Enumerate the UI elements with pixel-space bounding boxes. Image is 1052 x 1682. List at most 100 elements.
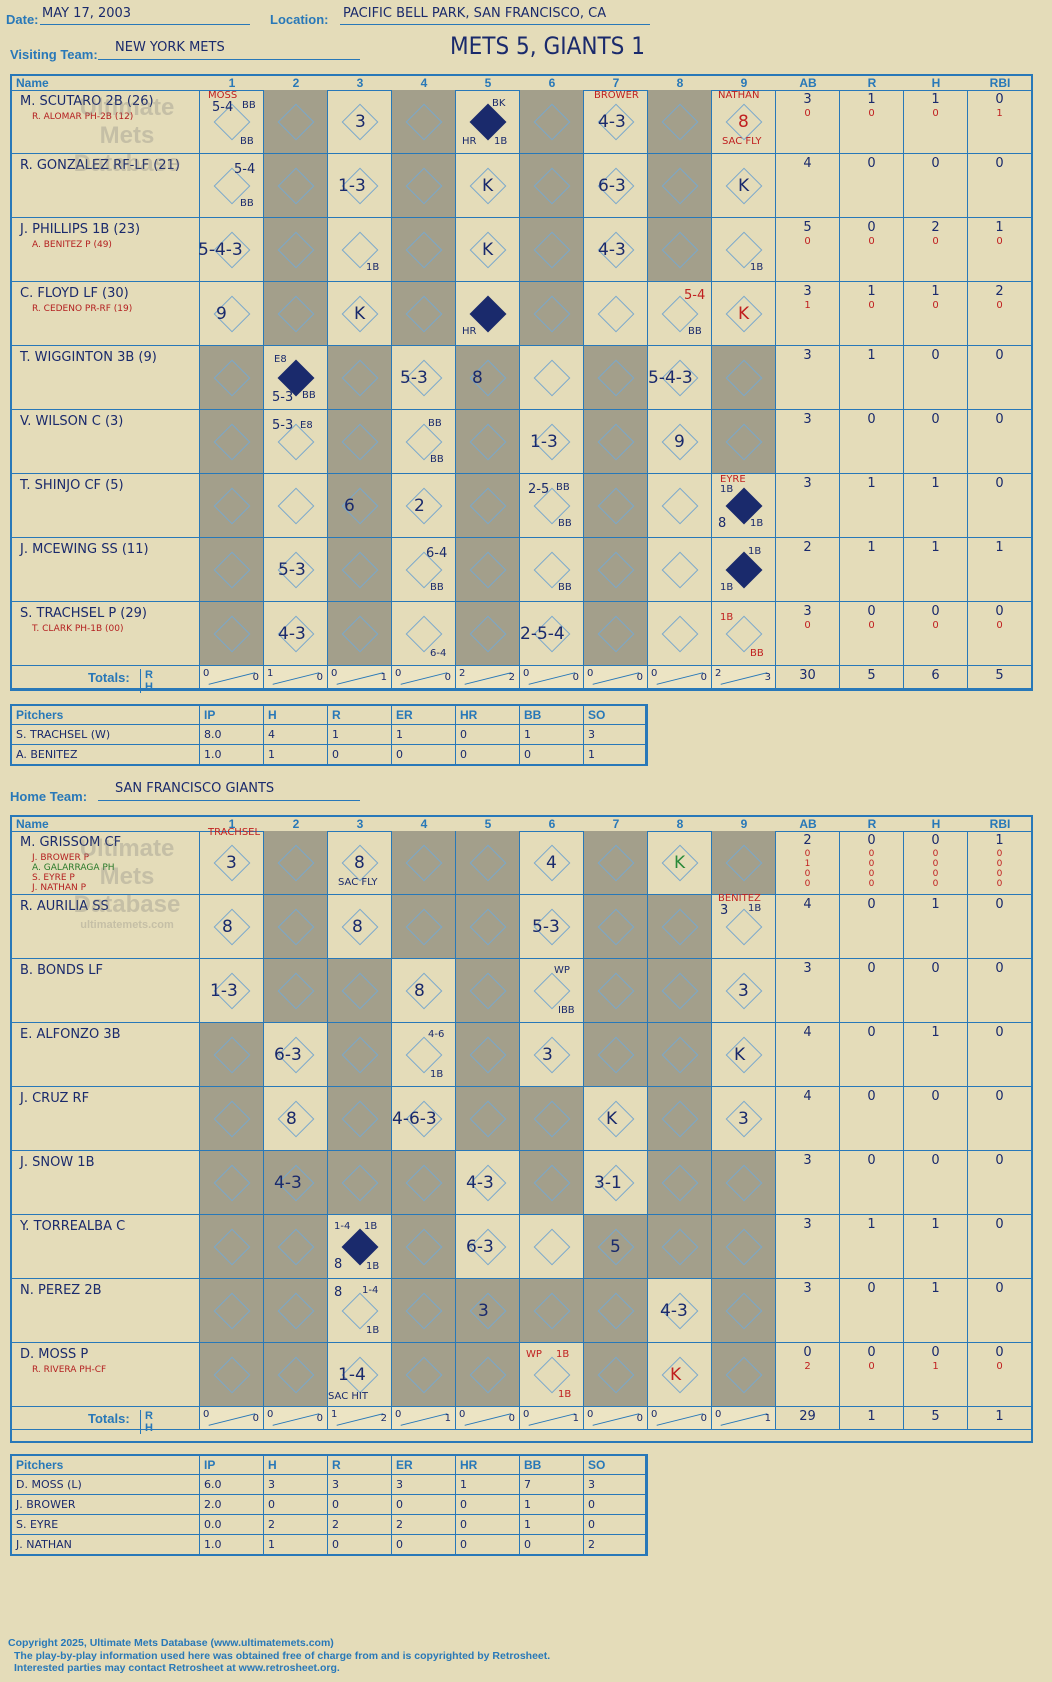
base-diamond [277, 231, 315, 269]
pitcher-header-r: R [332, 708, 341, 722]
stat-total-cell: 1 [840, 1407, 904, 1430]
stat-cell-ab: 4 [776, 895, 840, 959]
play-notation: 1B [494, 136, 508, 147]
stat-cell-ab: 3 [776, 474, 840, 538]
pitcher-stat: 1.0 [204, 748, 222, 761]
inning-cell [520, 1151, 584, 1215]
pitcher-header-cell: Pitchers [12, 706, 200, 725]
stat-cell-rbi: 0 [968, 154, 1032, 218]
stat-cell-ab: 3 [776, 1215, 840, 1279]
inning-cell [456, 1087, 520, 1151]
play-notation: 1-4 [338, 1365, 366, 1385]
base-diamond [725, 844, 763, 882]
play-notation: 2-5 [528, 482, 550, 497]
sub-stat-value-rbi: 1 [996, 108, 1003, 119]
base-diamond [597, 1292, 635, 1330]
stat-value-r: 1 [867, 92, 876, 107]
batter-name: N. PEREZ 2B [20, 1283, 102, 1298]
stat-cell-rbi: 0 [968, 1023, 1032, 1087]
totals-slash [208, 1412, 256, 1426]
play-notation: 6-3 [466, 1237, 494, 1257]
base-diamond [533, 103, 571, 141]
base-diamond [405, 1164, 443, 1202]
base-diamond [341, 1100, 379, 1138]
footer-retrosheet: The play-by-play information used here w… [14, 1650, 551, 1662]
sub-stat-value-r: 0 [868, 620, 875, 631]
pitcher-cell: 1 [264, 1535, 328, 1555]
stat-value-rbi: 0 [995, 961, 1004, 976]
play-notation: WP [554, 965, 570, 976]
stat-value-rbi: 1 [995, 540, 1004, 555]
run-scored-diamond [469, 103, 507, 141]
batter-row: M. SCUTARO 2B (26) R. ALOMAR PH-2B (12) [12, 90, 200, 154]
base-diamond [661, 1036, 699, 1074]
stat-value-r: 1 [867, 1217, 876, 1232]
sub-stat-value-ab: 0 [804, 849, 811, 859]
play-notation: 8 [222, 917, 233, 937]
play-notation: BB [240, 136, 254, 147]
inning-cell [200, 346, 264, 410]
stat-cell-h: 0 [904, 1151, 968, 1215]
stat-cell-h: 1 [904, 474, 968, 538]
stat-value-r: 1 [867, 540, 876, 555]
inning-cell [648, 959, 712, 1023]
run-scored-diamond [341, 1228, 379, 1266]
base-diamond [597, 487, 635, 525]
pitcher-stat: 1 [524, 1518, 531, 1531]
totals-slash [400, 671, 448, 685]
pitcher-name: S. TRACHSEL (W) [16, 728, 111, 741]
inning-hits: 1 [444, 1413, 451, 1424]
inning-cell [648, 1215, 712, 1279]
sub-stat-value-rbi: 0 [996, 620, 1003, 631]
inning-cell [392, 959, 456, 1023]
watermark-line1: Ultimate [79, 94, 175, 121]
pitcher-header-so: SO [588, 708, 606, 722]
stat-value-r: 0 [867, 156, 876, 171]
stat-value-ab: 3 [803, 1217, 812, 1232]
stat-total-value: 5 [867, 668, 876, 683]
stat-value-ab: 3 [803, 604, 812, 619]
watermark-line1: Ultimate [79, 835, 175, 862]
stat-total-value: 1 [995, 1409, 1004, 1424]
totals-label: Totals: [88, 670, 130, 685]
pitcher-header-h: H [268, 1458, 277, 1472]
stat-cell-ab: 4 [776, 1087, 840, 1151]
pitcher-cell: 8.0 [200, 725, 264, 745]
play-notation: 1B [364, 1221, 378, 1232]
pitcher-stat: 0 [332, 1498, 339, 1511]
stat-cell-rbi: 0 [968, 474, 1032, 538]
play-notation: 9 [216, 304, 227, 324]
stat-cell-h: 0 [904, 346, 968, 410]
sub-stat-value-r: 0 [868, 236, 875, 247]
pitcher-header-cell: IP [200, 706, 264, 725]
watermark-url: ultimatemets.com [80, 919, 174, 931]
stat-value-r: 0 [867, 604, 876, 619]
stat-value-ab: 3 [803, 476, 812, 491]
pitcher-header-cell: ER [392, 1456, 456, 1475]
inning-header-8: 8 [676, 817, 684, 831]
inning-cell [520, 410, 584, 474]
pitcher-stat: 1.0 [204, 1538, 222, 1551]
stat-cell-h: 1 [904, 1023, 968, 1087]
inning-cell [584, 218, 648, 282]
batter-name: T. WIGGINTON 3B (9) [20, 350, 157, 365]
batter-name: J. PHILLIPS 1B (23) [20, 222, 141, 237]
batter-name: R. GONZALEZ RF-LF (21) [20, 158, 180, 173]
base-diamond [661, 1228, 699, 1266]
inning-cell [264, 602, 328, 666]
pitcher-header-cell: BB [520, 706, 584, 725]
stat-value-ab: 3 [803, 1153, 812, 1168]
inning-cell [584, 346, 648, 410]
sub-stat-value-rbi: 0 [996, 869, 1003, 879]
stat-value-r: 0 [867, 897, 876, 912]
base-diamond [341, 551, 379, 589]
stat-total-value: 29 [799, 1409, 816, 1424]
stat-value-rbi: 0 [995, 348, 1004, 363]
inning-cell [392, 1087, 456, 1151]
stat-value-rbi: 0 [995, 156, 1004, 171]
base-diamond [213, 487, 251, 525]
inning-cell [584, 959, 648, 1023]
stat-header-ab: AB [799, 817, 817, 831]
stat-total-value: 1 [867, 1409, 876, 1424]
pitcher-stat: 1 [332, 728, 339, 741]
